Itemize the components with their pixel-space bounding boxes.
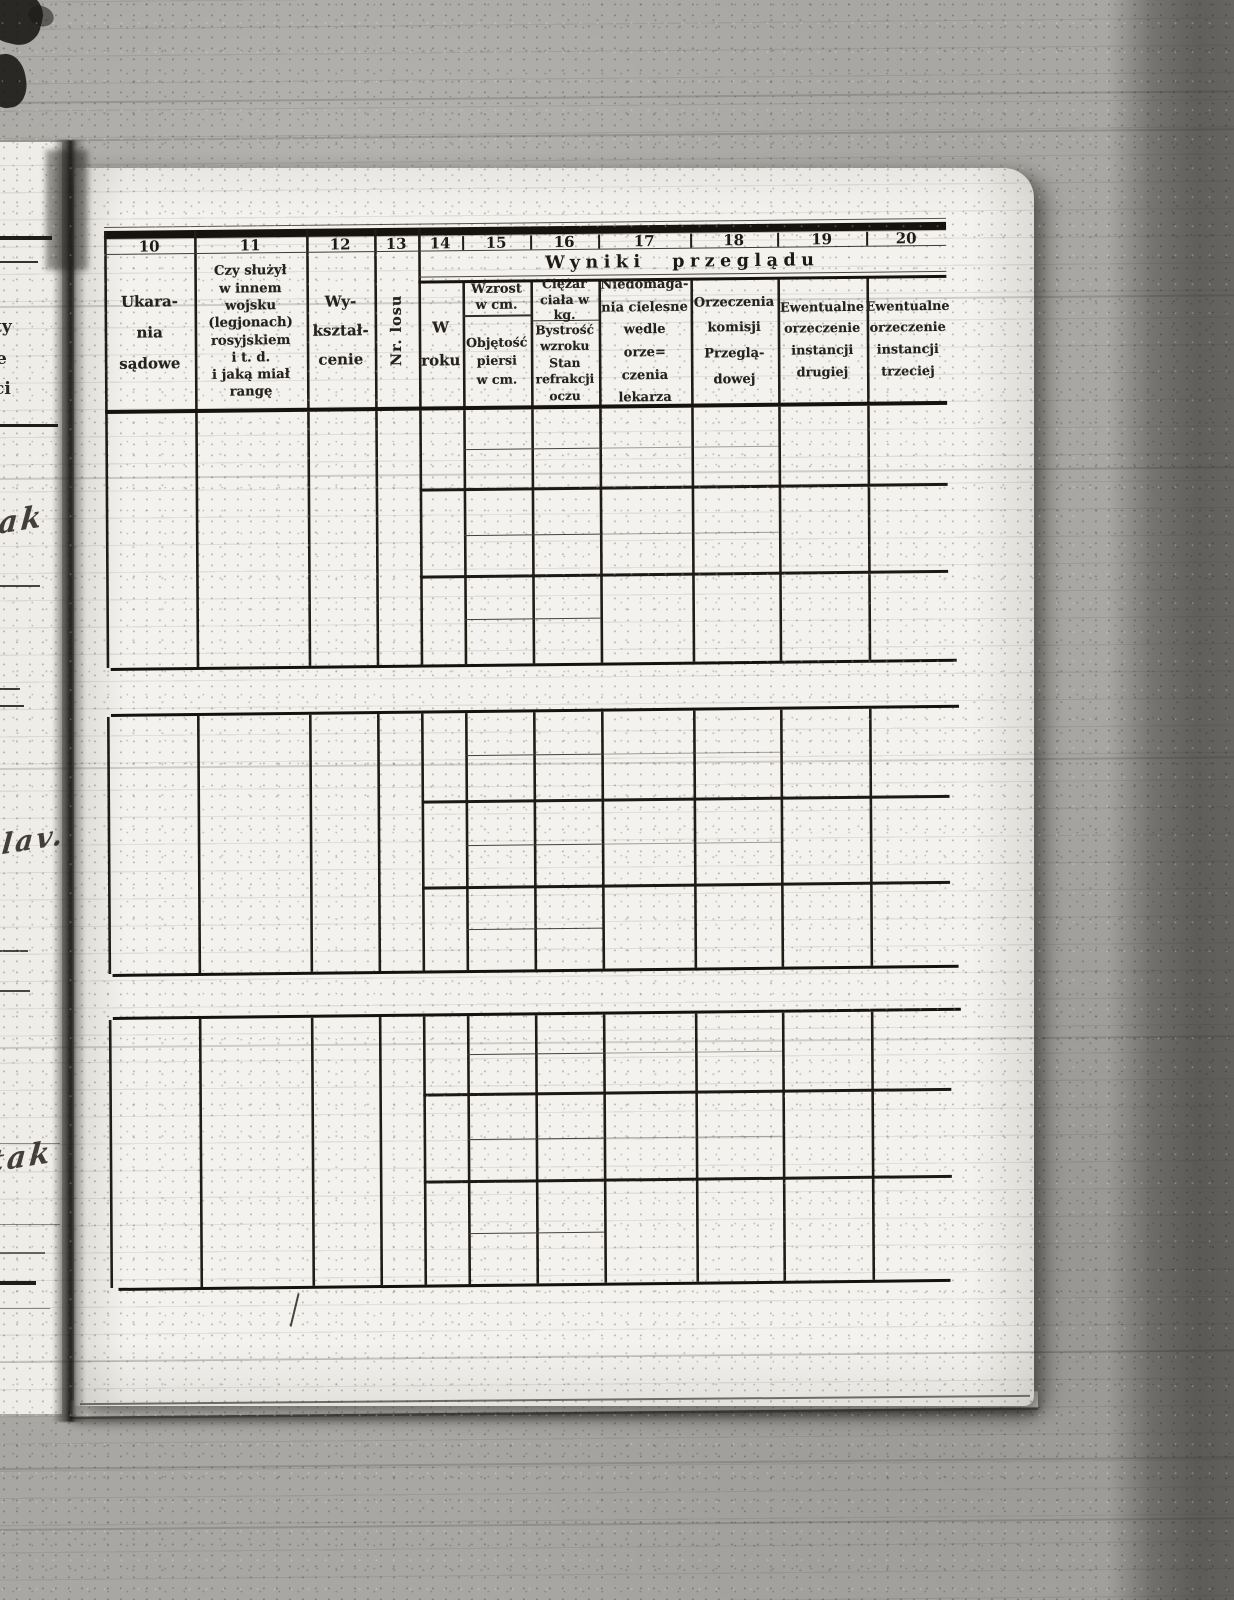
left-page-rule — [0, 950, 28, 952]
column-header-wzrost: Wzrost w cm. — [470, 281, 522, 313]
scanner-streak — [0, 1455, 1234, 1470]
page-gutter-shadow — [52, 140, 86, 1422]
scanner-streak — [0, 127, 1234, 142]
column-header-objetosc-piersi: Objętość piersi w cm. — [466, 334, 528, 387]
left-page-rule — [0, 261, 38, 263]
left-page-rule — [0, 705, 24, 708]
left-page-rule — [0, 424, 58, 427]
scanner-streak — [0, 1516, 1234, 1531]
left-page-rule — [0, 688, 20, 690]
left-page-rule — [0, 1143, 60, 1145]
page-gutter-shadow — [46, 150, 88, 270]
left-page-text-fragment: e — [0, 349, 7, 369]
handwriting-fragment: tak — [0, 1134, 55, 1181]
column-number: 10 — [138, 236, 160, 256]
column-header-orzeczenia-komisji: Orzeczenia komisji Przeglą- dowej — [693, 294, 775, 388]
column-number: 20 — [895, 228, 917, 247]
column-number: 18 — [723, 230, 745, 249]
column-number: 14 — [429, 233, 451, 252]
column-header-nr-losu: Nr. losu — [376, 254, 417, 407]
column-header-ukarania-sadowe: Ukara- nia sądowe — [119, 292, 181, 373]
column-header-orzeczenie-drugiej: Ewentualne orzeczenie instancji drugiej — [779, 299, 865, 381]
column-header-bystrosc-wzroku: Bystrość wzroku Stan refrakcji oczu — [535, 322, 595, 403]
column-header-niedomagania: Niedomaga- nia cielesne wedle orze= czen… — [600, 276, 689, 406]
column-header-orzeczenie-trzeciej: Ewentualne orzeczenie instancji trzeciej — [865, 298, 950, 380]
column-number: 15 — [485, 233, 507, 252]
table-grid-verticals — [106, 707, 951, 974]
registry-table: 10 11 12 13 14 15 16 17 18 19 20 Wyniki … — [104, 217, 961, 1327]
column-number: 11 — [239, 235, 261, 255]
column-header-czy-sluzyl: Czy służył w innem wojsku (legjonach) ro… — [208, 263, 293, 401]
column-number: 16 — [553, 232, 575, 251]
left-page-edge: ty e ci lak llav. tak — [0, 142, 62, 1414]
vertical-text: Nr. losu — [387, 294, 406, 367]
column-number: 12 — [329, 234, 351, 254]
left-page-rule — [0, 1308, 50, 1310]
handwriting-fragment: lak — [0, 498, 46, 545]
left-page-rule — [0, 1224, 60, 1226]
column-number: 19 — [811, 229, 833, 248]
left-page-rule — [0, 585, 40, 587]
left-page-text-fragment: ty — [0, 317, 12, 337]
left-page-rule — [0, 1281, 36, 1285]
left-page-rule — [0, 990, 30, 993]
left-page-rule — [0, 236, 52, 240]
scanner-shadow-band — [1108, 0, 1234, 1600]
column-header-wyksztalcenie: Wy- kształ- cenie — [312, 292, 369, 369]
left-page-text-fragment: ci — [0, 379, 11, 399]
left-page-rule — [0, 1252, 45, 1254]
table-grid-verticals — [105, 404, 949, 668]
scanner-streak — [0, 89, 1234, 104]
column-number: 13 — [385, 234, 407, 253]
column-number: 17 — [633, 231, 655, 250]
